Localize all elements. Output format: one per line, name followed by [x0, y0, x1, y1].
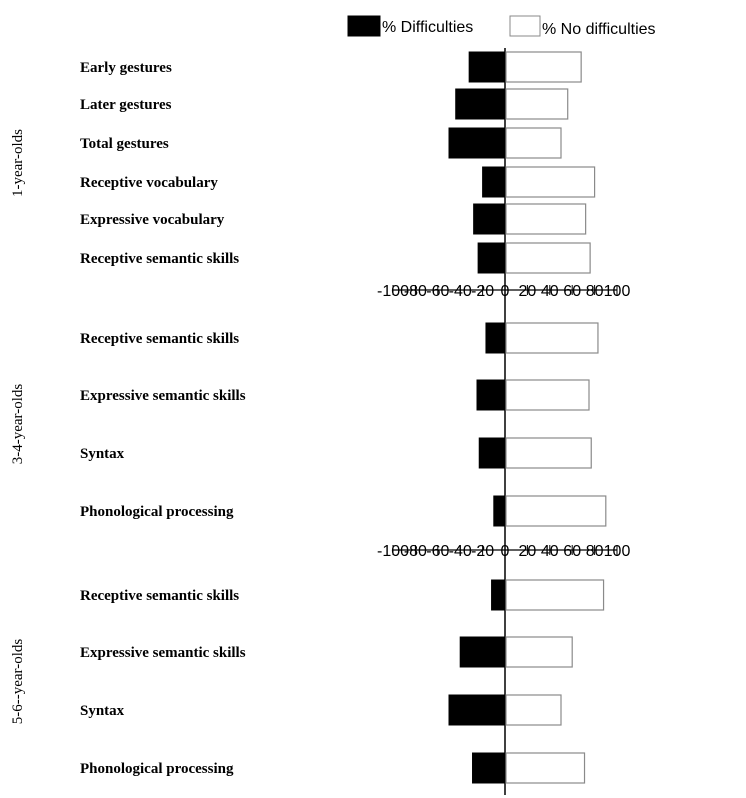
bar-difficulties: [468, 51, 506, 83]
x-axis-tick-label: -40: [449, 283, 472, 300]
legend-swatch-difficulties: [347, 15, 381, 37]
bar-no-difficulties: [505, 203, 587, 235]
category-label: Later gestures: [80, 97, 172, 113]
x-axis-tick-label: 0: [501, 283, 510, 300]
bar-difficulties: [476, 379, 506, 411]
x-axis-tick-label: -80: [404, 283, 427, 300]
x-axis-tick-label: 80: [586, 283, 604, 300]
x-axis-tick-label: 60: [563, 543, 581, 560]
bar-difficulties: [448, 127, 506, 159]
category-label: Phonological processing: [80, 761, 234, 777]
category-label: Expressive semantic skills: [80, 645, 246, 661]
x-axis-tick-label: 40: [541, 543, 559, 560]
category-label: Syntax: [80, 703, 125, 719]
category-label: Expressive vocabulary: [80, 212, 225, 228]
legend-label-difficulties: % Difficulties: [382, 19, 473, 36]
bar-no-difficulties: [505, 166, 596, 198]
x-axis-tick-label: -60: [426, 283, 449, 300]
bar-difficulties: [478, 437, 506, 469]
bar-difficulties: [477, 242, 506, 274]
x-axis-tick-label: -20: [471, 543, 494, 560]
category-label: Syntax: [80, 446, 125, 462]
bar-difficulties: [472, 752, 506, 784]
x-axis-tick-label: -20: [471, 283, 494, 300]
x-axis-tick-label: 20: [519, 283, 537, 300]
category-label: Expressive semantic skills: [80, 388, 246, 404]
bar-no-difficulties: [505, 88, 569, 120]
x-axis-tick-label: 60: [563, 283, 581, 300]
x-axis-tick-label: -40: [449, 543, 472, 560]
bar-difficulties: [448, 694, 506, 726]
bar-no-difficulties: [505, 437, 592, 469]
category-label: Total gestures: [80, 136, 169, 152]
bar-no-difficulties: [505, 379, 590, 411]
category-label: Receptive semantic skills: [80, 331, 239, 347]
x-axis-tick-label: -100: [377, 543, 409, 560]
x-axis-tick-label: 100: [604, 543, 631, 560]
category-label: Early gestures: [80, 60, 172, 76]
bar-no-difficulties: [505, 495, 607, 527]
x-axis-tick-label: 80: [586, 543, 604, 560]
bar-no-difficulties: [505, 752, 586, 784]
group-label-0: 1-year-olds: [10, 129, 26, 197]
bar-difficulties: [473, 203, 506, 235]
category-label: Receptive vocabulary: [80, 175, 218, 191]
bar-difficulties: [485, 322, 506, 354]
x-axis-tick-label: 0: [501, 543, 510, 560]
x-axis-tick-label: -60: [426, 543, 449, 560]
x-axis-tick-label: 100: [604, 283, 631, 300]
bar-difficulties: [493, 495, 506, 527]
legend-label-no-difficulties: % No difficulties: [542, 21, 656, 38]
x-axis-tick-label: 20: [519, 543, 537, 560]
bar-no-difficulties: [505, 579, 605, 611]
bar-difficulties: [482, 166, 506, 198]
category-label: Phonological processing: [80, 504, 234, 520]
x-axis-tick-label: 40: [541, 283, 559, 300]
bar-no-difficulties: [505, 51, 582, 83]
category-label: Receptive semantic skills: [80, 251, 239, 267]
bar-no-difficulties: [505, 636, 573, 668]
group-label-2: 5-6--year-olds: [10, 639, 26, 725]
bar-difficulties: [491, 579, 506, 611]
category-label: Receptive semantic skills: [80, 588, 239, 604]
legend-swatch-no-difficulties: [509, 15, 541, 37]
bar-difficulties: [455, 88, 506, 120]
group-label-1: 3-4-year-olds: [10, 384, 26, 465]
bar-no-difficulties: [505, 322, 599, 354]
bar-difficulties: [459, 636, 506, 668]
x-axis-tick-label: -100: [377, 283, 409, 300]
x-axis-tick-label: -80: [404, 543, 427, 560]
bar-no-difficulties: [505, 242, 591, 274]
bar-no-difficulties: [505, 694, 562, 726]
bar-no-difficulties: [505, 127, 562, 159]
